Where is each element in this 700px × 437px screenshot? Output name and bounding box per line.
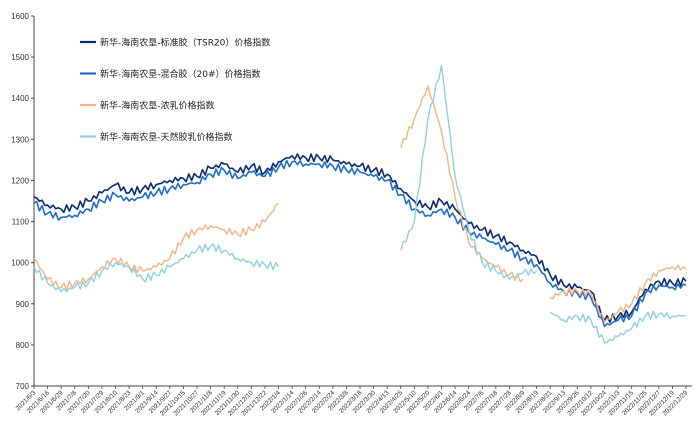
y-tick-label: 900	[16, 300, 30, 309]
legend-label: 新华-海南农垦-浓乳价格指数	[100, 100, 215, 112]
legend: 新华-海南农垦-标准胶（TSR20）价格指数新华-海南农垦-混合胶（20#）价格…	[80, 37, 270, 143]
series-line-4	[33, 64, 687, 344]
series-line-2	[33, 159, 687, 328]
legend-label: 新华-海南农垦-标准胶（TSR20）价格指数	[100, 37, 270, 49]
y-tick-label: 800	[16, 341, 30, 350]
y-tick-label: 1600	[11, 12, 29, 21]
y-tick-label: 1100	[12, 218, 30, 227]
y-tick-label: 1400	[11, 94, 29, 103]
series-lines	[33, 64, 687, 344]
legend-label: 新华-海南农垦-天然胶乳价格指数	[100, 131, 233, 143]
y-tick-label: 700	[16, 382, 30, 391]
y-tick-label: 1500	[11, 53, 29, 62]
y-tick-label: 1200	[11, 176, 29, 185]
series-line-1	[33, 153, 687, 324]
y-tick-label: 1300	[11, 135, 29, 144]
y-axis-ticks: 700 800 900 1000 1100 1200 1300 1400 1500 1600	[11, 12, 34, 391]
y-tick-label: 1000	[11, 259, 29, 268]
legend-label: 新华-海南农垦-混合胶（20#）价格指数	[100, 68, 261, 80]
series-line-3	[33, 85, 687, 323]
